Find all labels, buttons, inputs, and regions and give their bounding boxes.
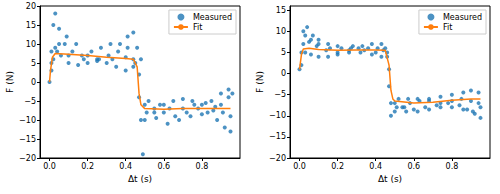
svg-text:10: 10 <box>276 27 286 36</box>
svg-text:−10: −10 <box>269 111 286 120</box>
svg-text:5: 5 <box>31 59 36 68</box>
svg-text:0: 0 <box>31 78 36 87</box>
svg-text:0.6: 0.6 <box>157 162 170 171</box>
svg-text:0.4: 0.4 <box>369 162 382 171</box>
svg-text:Measured: Measured <box>193 13 232 22</box>
svg-text:10: 10 <box>26 40 36 49</box>
svg-text:−15: −15 <box>269 132 286 141</box>
svg-text:15: 15 <box>276 6 286 15</box>
svg-text:0.8: 0.8 <box>446 162 459 171</box>
svg-text:−10: −10 <box>19 116 36 125</box>
svg-text:−5: −5 <box>274 90 286 99</box>
svg-text:−5: −5 <box>24 97 36 106</box>
svg-text:15: 15 <box>26 21 36 30</box>
svg-text:Fit: Fit <box>443 23 452 32</box>
svg-text:0.0: 0.0 <box>293 162 306 171</box>
svg-text:F (N): F (N) <box>255 71 265 93</box>
svg-text:Δt (s): Δt (s) <box>128 174 152 184</box>
svg-text:0.8: 0.8 <box>196 162 209 171</box>
svg-text:20: 20 <box>26 2 36 11</box>
svg-text:5: 5 <box>281 48 286 57</box>
svg-text:−20: −20 <box>19 154 36 163</box>
svg-text:0.2: 0.2 <box>331 162 344 171</box>
svg-text:Δt (s): Δt (s) <box>378 174 402 184</box>
svg-text:−20: −20 <box>269 154 286 163</box>
svg-text:−15: −15 <box>19 135 36 144</box>
svg-text:0.0: 0.0 <box>43 162 56 171</box>
svg-text:F (N): F (N) <box>5 71 15 93</box>
svg-text:0.6: 0.6 <box>407 162 420 171</box>
svg-text:Measured: Measured <box>443 13 482 22</box>
svg-text:0.2: 0.2 <box>81 162 94 171</box>
svg-text:0.4: 0.4 <box>119 162 132 171</box>
svg-text:Fit: Fit <box>193 23 202 32</box>
svg-text:0: 0 <box>281 69 286 78</box>
